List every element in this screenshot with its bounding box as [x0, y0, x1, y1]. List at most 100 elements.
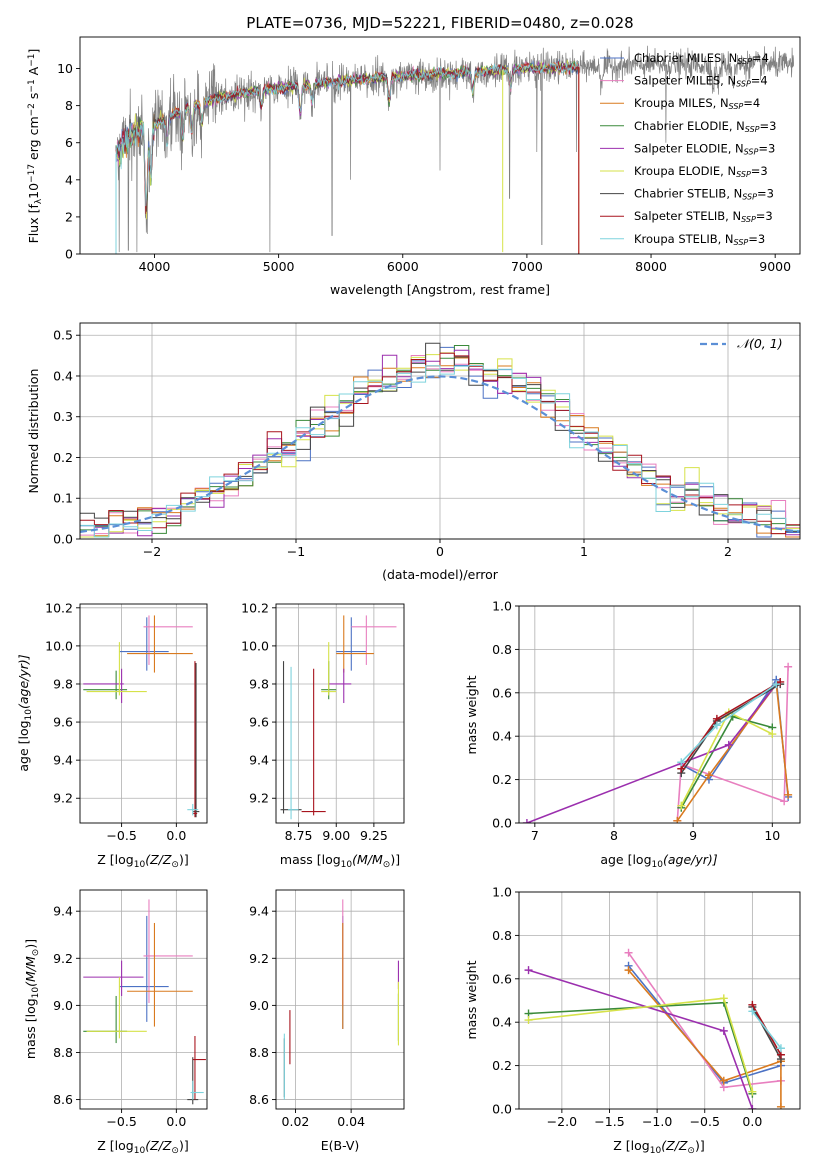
- weight-line: [751, 1010, 782, 1049]
- legend-entry: Kroupa MILES, NSSP=4: [634, 96, 760, 111]
- weight-marker: [522, 819, 531, 823]
- weight-line: [676, 681, 789, 822]
- y-tick-label: 9.0: [53, 998, 73, 1013]
- chart-mass-age: 8.75 9.00 9.25 9.2 9.4 9.6 9.8 10.0 10.2 mass [lo…: [241, 600, 405, 870]
- y-tick-label: 8.6: [53, 1092, 73, 1107]
- weight-marker: [624, 948, 633, 957]
- axes-frame: [518, 891, 801, 1110]
- legend-entry: Chabrier MILES, NSSP=4: [634, 51, 769, 66]
- y-tick-label: 9.6: [53, 715, 73, 730]
- y-axis-label: mass weight: [464, 675, 479, 754]
- y-tick-label: 0.6: [492, 971, 512, 986]
- weight-marker: [748, 1087, 757, 1096]
- y-tick-label: 9.2: [53, 951, 73, 966]
- y-tick-label: 0.1: [53, 491, 73, 506]
- legend-entry: Chabrier STELIB, NSSP=3: [634, 187, 774, 202]
- x-tick-label: −1.5: [594, 1114, 624, 1129]
- weight-line: [676, 666, 789, 821]
- y-axis-label: mass [log10(M/M⊙)]: [23, 939, 41, 1059]
- legend-entry: Salpeter ELODIE, NSSP=3: [634, 141, 775, 156]
- x-tick-label: 7000: [511, 259, 543, 274]
- x-tick-label: 7: [531, 828, 539, 843]
- y-tick-label: 8: [65, 98, 73, 113]
- x-tick-label: −1.0: [642, 1114, 672, 1129]
- weight-line: [751, 1006, 782, 1060]
- weight-marker: [524, 1016, 533, 1025]
- legend-entry: Salpeter STELIB, NSSP=3: [634, 209, 773, 224]
- y-tick-label: 8.6: [249, 1092, 269, 1107]
- y-tick-label: 9.8: [53, 676, 73, 691]
- y-axis-label: Flux [fλ10−17 erg cm−2 s−1 A−1]: [26, 49, 44, 244]
- weight-marker: [673, 816, 682, 823]
- weight-line: [627, 969, 782, 1107]
- weight-marker: [677, 801, 686, 810]
- y-tick-label: 0.8: [492, 928, 512, 943]
- y-tick-label: 0.3: [53, 409, 73, 424]
- y-tick-label: 9.2: [249, 951, 269, 966]
- y-axis-label: age [log10(age/yr)]: [16, 654, 34, 771]
- y-tick-label: 9.6: [249, 715, 269, 730]
- weight-marker: [784, 790, 793, 799]
- y-tick-label: 0.4: [53, 368, 73, 383]
- weight-marker: [772, 680, 781, 689]
- weight-marker: [524, 966, 533, 975]
- y-tick-label: 1.0: [492, 599, 512, 614]
- plot-area: [283, 899, 399, 1100]
- chart-age-weight: 7 8 9 10 0.0 0.2 0.4 0.6 0.8 1.0 age [log10(age/yr…: [464, 599, 801, 870]
- weight-marker: [719, 994, 728, 1003]
- axes-frame: [79, 603, 208, 824]
- weight-marker: [784, 662, 793, 671]
- y-tick-label: 0: [65, 247, 73, 262]
- x-tick-label: 10: [764, 828, 780, 843]
- x-axis-label: mass [log10(M/M⊙)]: [280, 852, 400, 870]
- plot-area: [83, 899, 206, 1105]
- y-tick-label: 9.2: [249, 791, 269, 806]
- normal-curve: [80, 375, 800, 533]
- y-tick-label: 8.8: [53, 1045, 73, 1060]
- y-tick-label: 0.0: [492, 1102, 512, 1117]
- chart-z-mass: −0.5 0.0 8.6 8.8 9.0 9.2 9.4 Z [log10(Z/Z⊙)] mas…: [23, 889, 208, 1156]
- x-tick-label: 4000: [139, 259, 171, 274]
- plot-area: [522, 662, 793, 823]
- legend-entry: Kroupa STELIB, NSSP=3: [634, 232, 765, 247]
- y-tick-label: 9.4: [53, 904, 73, 919]
- x-axis-label: Z [log10(Z/Z⊙)]: [613, 1138, 704, 1156]
- axes-frame: [275, 603, 405, 824]
- weight-marker: [776, 1044, 785, 1053]
- axes-frame: [275, 889, 405, 1110]
- y-tick-label: 0.2: [53, 450, 73, 465]
- x-tick-label: 2: [724, 544, 732, 559]
- y-tick-label: 10: [57, 61, 73, 76]
- y-tick-label: 8.8: [249, 1045, 269, 1060]
- x-axis-label: age [log10(age/yr)]: [600, 852, 717, 870]
- x-tick-label: 8000: [635, 259, 667, 274]
- y-tick-label: 9.4: [249, 904, 269, 919]
- plot-area: [280, 615, 397, 820]
- y-tick-label: 9.2: [53, 791, 73, 806]
- y-tick-label: 9.0: [249, 998, 269, 1013]
- weight-marker: [719, 1026, 728, 1035]
- axes-frame: [79, 36, 801, 255]
- x-tick-label: 9.25: [360, 828, 388, 843]
- x-tick-label: 0.04: [337, 1114, 365, 1129]
- x-tick-label: 1: [580, 544, 588, 559]
- axes-frame: [79, 889, 208, 1110]
- x-tick-label: −0.5: [690, 1114, 720, 1129]
- chart-z-age: −0.5 0.0 9.2 9.4 9.6 9.8 10.0 10.2 Z [log10(Z/Z⊙…: [16, 600, 208, 870]
- x-axis-label: wavelength [Angstrom, rest frame]: [330, 282, 550, 297]
- x-tick-label: 5000: [263, 259, 295, 274]
- y-tick-label: 10.0: [241, 638, 269, 653]
- x-axis-label: Z [log10(Z/Z⊙)]: [97, 1138, 188, 1156]
- x-tick-label: 0.0: [166, 828, 186, 843]
- weight-marker: [719, 1076, 728, 1085]
- x-tick-label: 9.00: [322, 828, 350, 843]
- x-axis-label: E(B-V): [321, 1138, 360, 1153]
- legend-entry: Chabrier ELODIE, NSSP=3: [634, 119, 776, 134]
- x-tick-label: −0.5: [106, 1114, 136, 1129]
- plot-area: [83, 615, 200, 818]
- x-tick-label: −0.5: [106, 828, 136, 843]
- plot-area: [524, 948, 785, 1109]
- y-tick-label: 0.8: [492, 642, 512, 657]
- x-tick-label: −2: [143, 544, 161, 559]
